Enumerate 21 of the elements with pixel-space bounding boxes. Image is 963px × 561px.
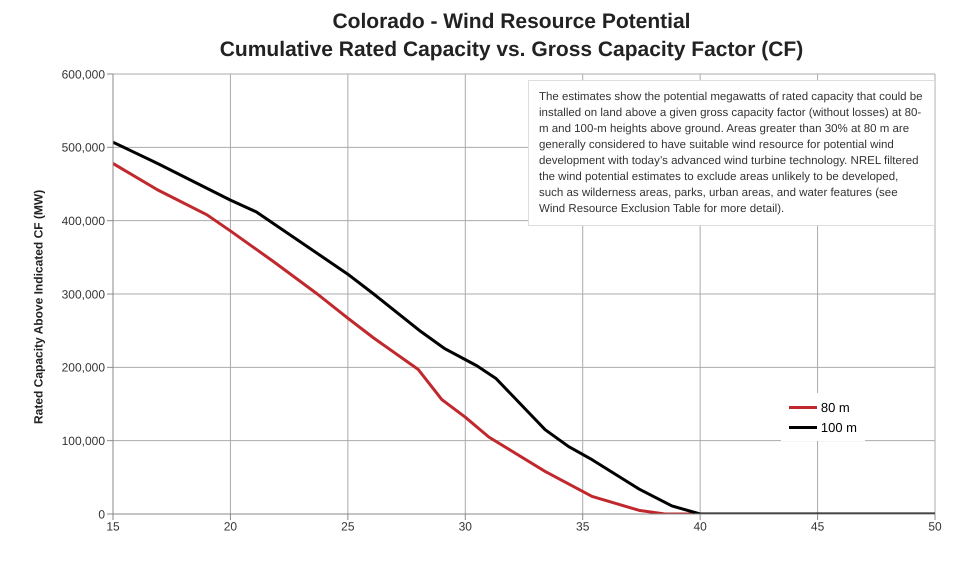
- x-tick-label: 25: [341, 520, 355, 534]
- x-tick-label: 35: [576, 520, 590, 534]
- y-tick-label: 600,000: [62, 67, 106, 82]
- y-tick-label: 0: [98, 507, 106, 522]
- y-tick-label: 200,000: [62, 360, 106, 375]
- x-tick-label: 45: [810, 520, 825, 534]
- y-tick-label: 500,000: [62, 140, 106, 155]
- y-tick-label: 400,000: [62, 214, 106, 228]
- legend-label: 100 m: [820, 420, 857, 434]
- y-axis-title: Rated Capacity Above Indicated CF (MW): [31, 190, 46, 424]
- annotation: The estimates show the potential megawatts of rated capacity that could be installed on land above a given gross capacity factor (without losses) at 80-m and 100-m heights above ground. Areas greater than 30% at 80 m are generally considered to have suitable wind resource for potential wind development with today’s advanced wind turbine technology. NREL filtered the wind potential estimates to exclude areas unlikely to be developed, such as wilderness areas, parks, urban areas, and water features (see Wind Resource Exclusion Table for more detail).: [528, 80, 935, 226]
- x-tick-label: 15: [106, 520, 120, 534]
- x-tick-label: 20: [224, 520, 238, 534]
- x-tick-label: 50: [928, 520, 942, 534]
- y-tick-label: 100,000: [62, 434, 106, 448]
- x-tick-label: 30: [458, 520, 472, 534]
- y-tick-label: 300,000: [62, 287, 106, 302]
- chart-subtitle: Cumulative Rated Capacity vs. Gross Capacity Factor (CF): [218, 37, 804, 63]
- x-tick-label: 40: [693, 520, 708, 534]
- chart-title: Colorado - Wind Resource Potential: [331, 9, 692, 35]
- legend-label: 80 m: [820, 400, 850, 414]
